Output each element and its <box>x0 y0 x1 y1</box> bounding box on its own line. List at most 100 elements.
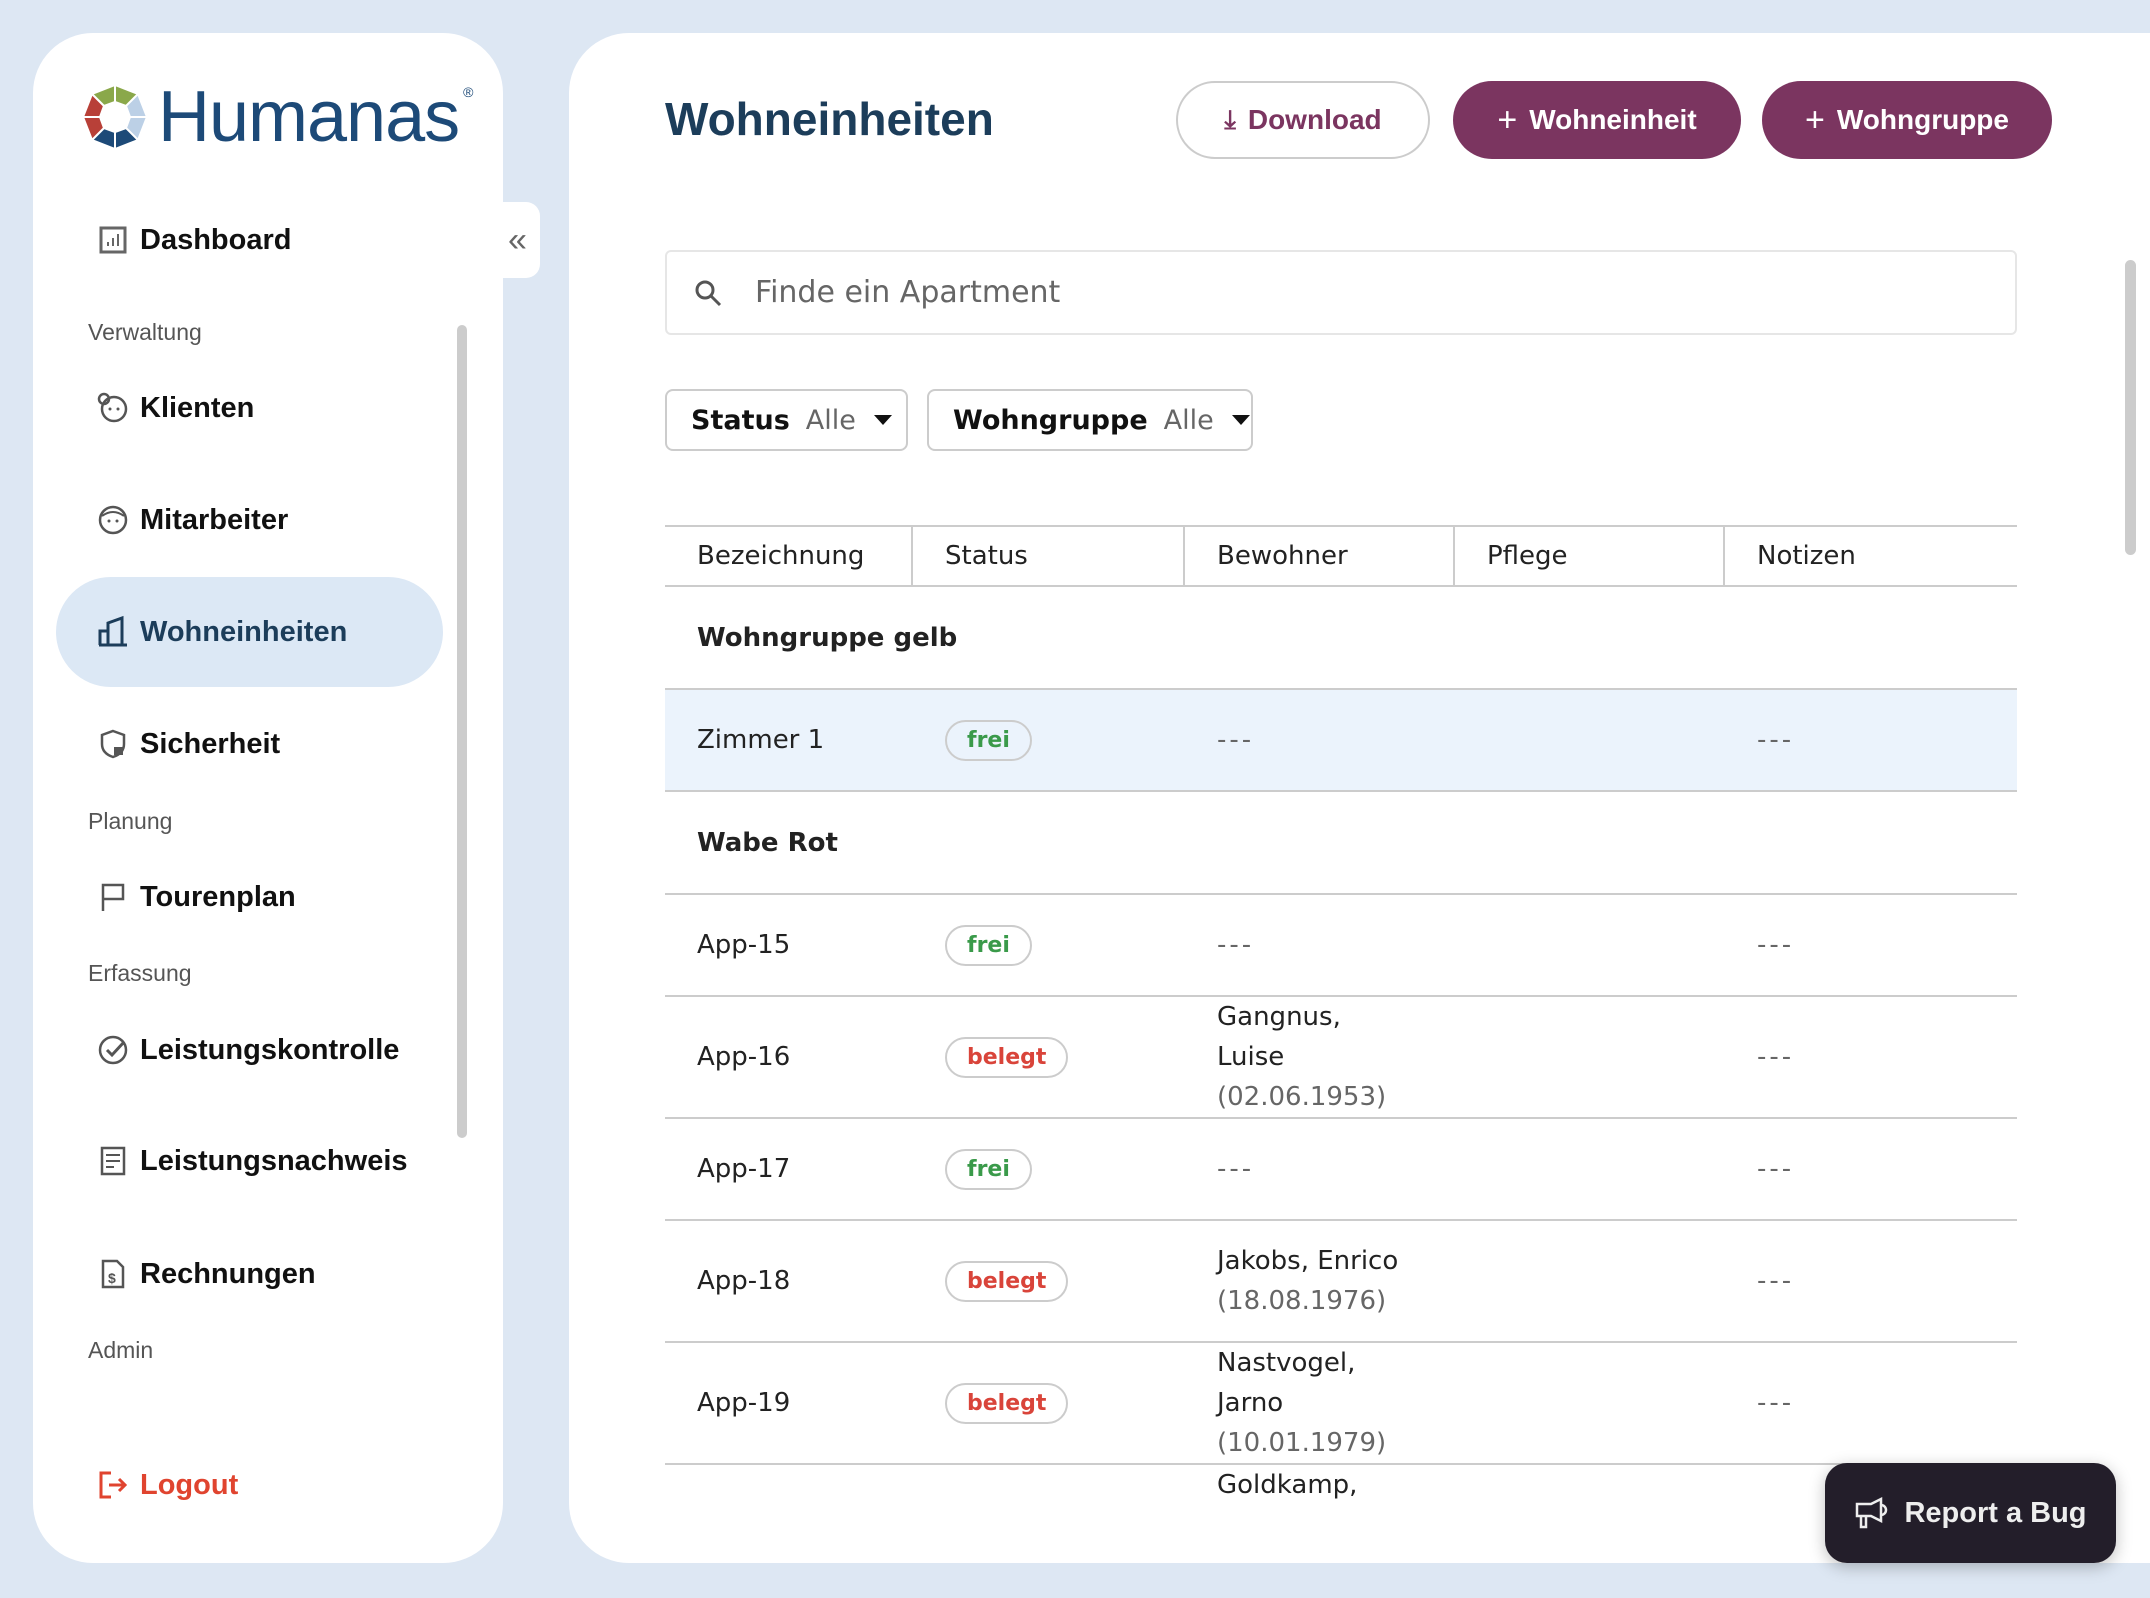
logout-label: Logout <box>140 1468 239 1501</box>
housing-icon <box>96 615 130 649</box>
collapse-sidebar-button[interactable]: « <box>495 202 540 278</box>
column-header[interactable]: Bezeichnung <box>665 527 913 585</box>
client-face-icon <box>96 391 130 425</box>
sidebar-item-sicherheit[interactable]: Sicherheit <box>96 719 280 769</box>
plus-icon: + <box>1497 100 1518 139</box>
status-badge: frei <box>945 1148 1032 1190</box>
invoice-icon: $ <box>96 1257 130 1291</box>
sidebar-item-label: Sicherheit <box>140 727 281 760</box>
section-planung: Planung <box>88 808 173 834</box>
unit-name: App-17 <box>697 1154 791 1184</box>
table-row[interactable]: App-18 belegt Jakobs, Enrico (18.08.1976) --… <box>665 1221 2017 1343</box>
resident-name: Goldkamp, <box>1217 1470 1358 1500</box>
sidebar-item-wohneinheiten[interactable]: Wohneinheiten <box>96 607 347 657</box>
resident-dob: (10.01.1979) <box>1217 1428 1387 1458</box>
units-table: Bezeichnung Status Bewohner Pflege Notizen Wo… <box>665 525 2017 1510</box>
column-header[interactable]: Bewohner <box>1185 527 1455 585</box>
column-header[interactable]: Status <box>913 527 1185 585</box>
download-icon: ⤓ <box>1224 104 1236 134</box>
sidebar-scrollbar[interactable] <box>457 325 467 1138</box>
registered-mark: ® <box>463 84 474 100</box>
add-wohneinheit-button[interactable]: + Wohneinheit <box>1453 81 1741 159</box>
table-row[interactable]: App-15 frei --- --- <box>665 895 2017 997</box>
table-row[interactable]: App-19 belegt Nastvogel, Jarno (10.01.1979)… <box>665 1343 2017 1465</box>
logout-button[interactable]: Logout <box>96 1460 238 1510</box>
search-input[interactable] <box>755 275 1955 310</box>
sidebar-item-mitarbeiter[interactable]: Mitarbeiter <box>96 495 288 545</box>
unit-name: App-19 <box>697 1388 791 1418</box>
logo-text: Humanas <box>158 77 460 157</box>
page-title: Wohneinheiten <box>665 93 994 145</box>
resident-name: --- <box>1217 1154 1255 1184</box>
chart-icon <box>96 223 130 257</box>
logo-mark-icon <box>82 84 148 150</box>
add-wohngruppe-button[interactable]: + Wohngruppe <box>1762 81 2052 159</box>
status-badge: belegt <box>945 1382 1069 1424</box>
plus-icon: + <box>1805 100 1825 139</box>
employee-face-icon <box>96 503 130 537</box>
add-wohngruppe-label: Wohngruppe <box>1836 104 2009 135</box>
group-row: Wabe Rot <box>665 792 2017 895</box>
status-badge: belegt <box>945 1036 1069 1078</box>
notes-cell: --- <box>1757 1154 1795 1184</box>
unit-name: App-18 <box>697 1266 791 1296</box>
report-bug-label: Report a Bug <box>1904 1496 2087 1529</box>
resident-name: --- <box>1217 725 1255 755</box>
main-scrollbar[interactable] <box>2125 260 2136 555</box>
table-row[interactable]: Goldkamp, <box>665 1465 2017 1510</box>
group-row: Wohngruppe gelb <box>665 587 2017 690</box>
report-bug-button[interactable]: Report a Bug <box>1825 1463 2116 1563</box>
logout-icon <box>96 1468 130 1502</box>
table-row[interactable]: App-17 frei --- --- <box>665 1119 2017 1221</box>
notes-cell: --- <box>1757 1042 1795 1072</box>
status-badge: frei <box>945 924 1032 966</box>
sidebar-item-dashboard[interactable]: Dashboard <box>96 215 291 265</box>
sidebar-item-label: Mitarbeiter <box>140 503 289 536</box>
section-erfassung: Erfassung <box>88 960 192 986</box>
sidebar <box>33 33 503 1563</box>
table-header: Bezeichnung Status Bewohner Pflege Notizen <box>665 525 2017 587</box>
sidebar-item-leistungsnachweis[interactable]: Leistungsnachweis <box>96 1136 408 1186</box>
filter-value: Alle <box>805 404 856 436</box>
status-badge: frei <box>945 719 1032 761</box>
filter-label: Status <box>691 404 790 436</box>
sidebar-item-label: Leistungskontrolle <box>140 1033 400 1066</box>
flag-icon <box>96 880 130 914</box>
filter-value: Alle <box>1163 404 1214 436</box>
notes-cell: --- <box>1757 1388 1795 1418</box>
sidebar-item-tourenplan[interactable]: Tourenplan <box>96 872 296 922</box>
search-icon <box>695 280 722 306</box>
table-row[interactable]: App-16 belegt Gangnus, Luise (02.06.1953) --… <box>665 997 2017 1119</box>
resident-name: Gangnus, Luise <box>1217 1002 1341 1072</box>
sidebar-item-label: Klienten <box>140 391 255 424</box>
caret-down-icon <box>1231 415 1250 425</box>
notes-cell: --- <box>1757 725 1795 755</box>
resident-name: Nastvogel, Jarno <box>1217 1348 1356 1418</box>
status-filter[interactable]: Status Alle <box>665 389 908 451</box>
check-circle-icon <box>96 1033 130 1067</box>
column-header[interactable]: Notizen <box>1757 541 1856 571</box>
sidebar-item-label: Rechnungen <box>140 1257 316 1290</box>
svg-text:$: $ <box>108 1270 116 1286</box>
section-verwaltung: Verwaltung <box>88 319 202 345</box>
resident-name: --- <box>1217 930 1255 960</box>
sidebar-item-label: Wohneinheiten <box>140 615 348 648</box>
notes-cell: --- <box>1757 930 1795 960</box>
search-bar[interactable] <box>665 250 2017 335</box>
sidebar-item-leistungskontrolle[interactable]: Leistungskontrolle <box>96 1025 399 1075</box>
filter-label: Wohngruppe <box>953 404 1148 436</box>
download-button[interactable]: ⤓ Download <box>1176 81 1430 159</box>
sidebar-item-klienten[interactable]: Klienten <box>96 383 254 433</box>
sidebar-item-label: Leistungsnachweis <box>140 1144 408 1177</box>
sidebar-item-rechnungen[interactable]: $ Rechnungen <box>96 1249 316 1299</box>
resident-name: Jakobs, Enrico <box>1217 1246 1399 1276</box>
column-header[interactable]: Pflege <box>1455 527 1725 585</box>
wohngruppe-filter[interactable]: Wohngruppe Alle <box>927 389 1253 451</box>
unit-name: App-15 <box>697 930 791 960</box>
download-label: Download <box>1247 104 1382 135</box>
table-row[interactable]: Zimmer 1 frei --- --- <box>665 690 2017 792</box>
status-badge: belegt <box>945 1260 1069 1302</box>
resident-dob: (02.06.1953) <box>1217 1082 1387 1112</box>
add-wohneinheit-label: Wohneinheit <box>1529 104 1697 135</box>
unit-name: App-16 <box>697 1042 791 1072</box>
